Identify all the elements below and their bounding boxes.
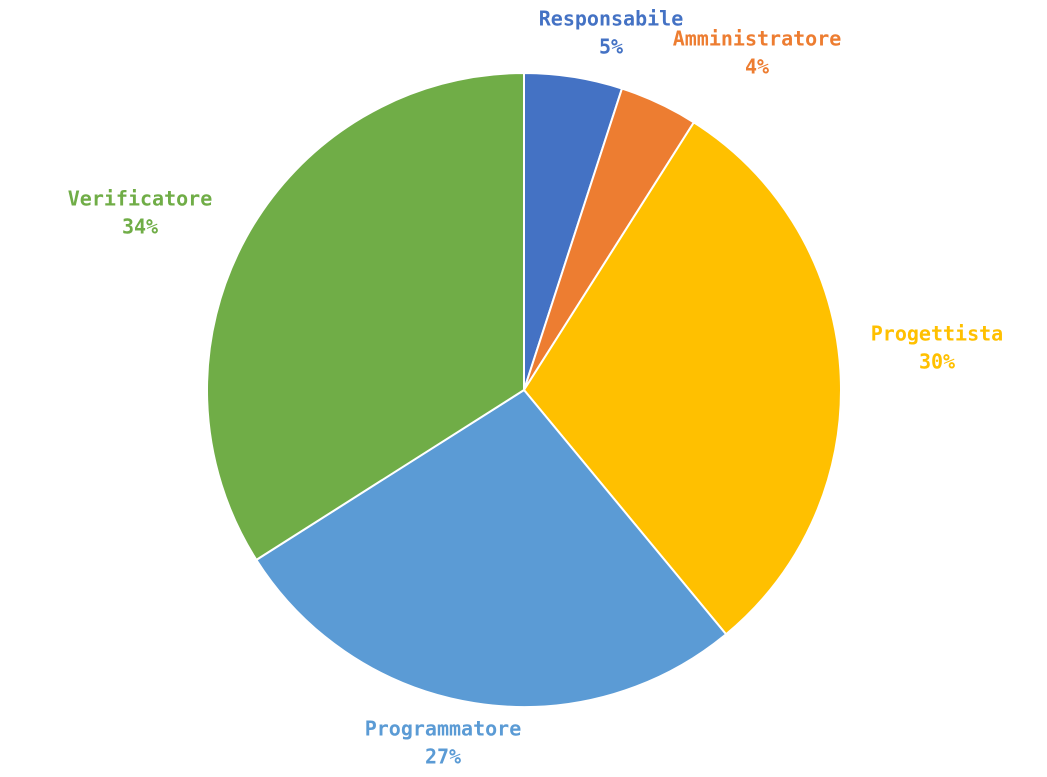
pie-slice-verificatore <box>206 71 525 562</box>
pie-value-label-amministratore: 4% <box>745 55 769 79</box>
pie-slices <box>206 71 842 708</box>
pie-label-verificatore: Verificatore <box>68 187 213 211</box>
pie-value-label-responsabile: 5% <box>599 35 623 59</box>
pie-value-label-progettista: 30% <box>919 350 955 374</box>
pie-label-responsabile: Responsabile <box>539 7 684 31</box>
pie-label-amministratore: Amministratore <box>673 27 842 51</box>
pie-slice-progettista <box>522 120 842 636</box>
pie-label-progettista: Progettista <box>871 322 1003 346</box>
pie-slice-programmatore <box>254 388 728 708</box>
pie-value-label-programmatore: 27% <box>425 745 461 769</box>
pie-labels: Responsabile 5% Amministratore 4% Progettist… <box>68 7 1003 769</box>
pie-value-label-verificatore: 34% <box>122 215 158 239</box>
pie-label-programmatore: Programmatore <box>365 717 522 741</box>
